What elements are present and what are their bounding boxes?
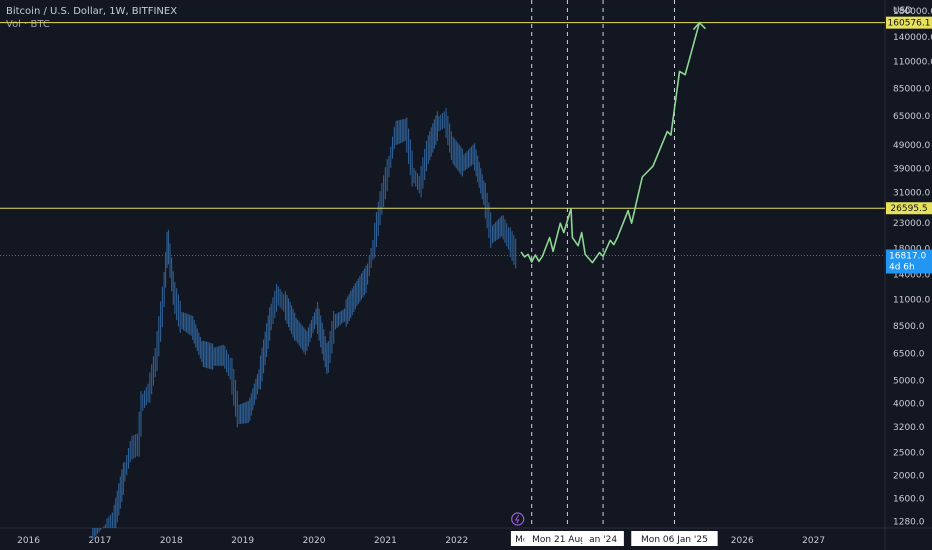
y-tick-label: 49000.0 <box>893 141 930 151</box>
y-tick-label: 2500.0 <box>893 448 925 458</box>
current-price-tag <box>886 249 932 274</box>
x-tick-label: 2016 <box>17 536 40 546</box>
projection-arrowhead <box>692 21 707 31</box>
date-marker-text: an '24 <box>589 535 617 545</box>
date-marker-tag <box>631 531 718 546</box>
y-tick-label: 180000.0 <box>893 7 932 17</box>
date-marker-tag <box>582 531 624 546</box>
volume-indicator-label[interactable]: Vol · BTC <box>6 19 50 30</box>
y-tick-label: 39000.0 <box>893 165 930 175</box>
y-tick-label: 5000.0 <box>893 377 925 387</box>
y-tick-label: 14000.0 <box>893 270 930 280</box>
x-tick-label: 2020 <box>303 536 326 546</box>
y-tick-label: 18000.0 <box>893 245 930 255</box>
date-marker-text: Mon 06 Jan '25 <box>641 535 708 545</box>
currency-label: USD <box>893 6 912 16</box>
level-price-text: 26595.5 <box>890 204 927 214</box>
y-tick-label: 110000.0 <box>893 58 932 68</box>
y-tick-label: 8500.0 <box>893 322 925 332</box>
level-price-tag <box>886 202 932 215</box>
y-tick-label: 4000.0 <box>893 400 925 410</box>
candle-countdown-text: 4d 6h <box>889 263 915 273</box>
y-tick-label: 65000.0 <box>893 112 930 122</box>
lightning-icon[interactable] <box>511 512 525 526</box>
date-marker-text: Mon 21 Aug '23 <box>532 535 603 545</box>
x-tick-label: 2026 <box>731 536 754 546</box>
y-tick-label: 3200.0 <box>893 423 925 433</box>
y-tick-label: 6500.0 <box>893 350 925 360</box>
y-tick-label: 1280.0 <box>893 517 925 527</box>
level-price-text: 160576.1 <box>888 19 931 29</box>
y-tick-label: 11000.0 <box>893 295 930 305</box>
x-tick-label: 2017 <box>88 536 111 546</box>
y-tick-label: 31000.0 <box>893 188 930 198</box>
y-tick-label: 1600.0 <box>893 494 925 504</box>
x-tick-label: 2027 <box>802 536 825 546</box>
x-tick-label: 2019 <box>231 536 254 546</box>
level-price-tag <box>886 16 932 29</box>
current-price-text: 16817.0 <box>889 252 926 262</box>
lightning-bolt-shape <box>514 514 520 524</box>
y-tick-label: 85000.0 <box>893 84 930 94</box>
x-tick-label: 2021 <box>374 536 397 546</box>
y-tick-label: 23000.0 <box>893 219 930 229</box>
x-tick-label: 2022 <box>445 536 468 546</box>
chart-title: Bitcoin / U.S. Dollar, 1W, BITFINEX <box>6 6 178 17</box>
x-tick-label: 2018 <box>160 536 183 546</box>
y-tick-label: 2000.0 <box>893 471 925 481</box>
projection-path[interactable] <box>520 22 701 264</box>
y-tick-label: 140000.0 <box>893 33 932 43</box>
